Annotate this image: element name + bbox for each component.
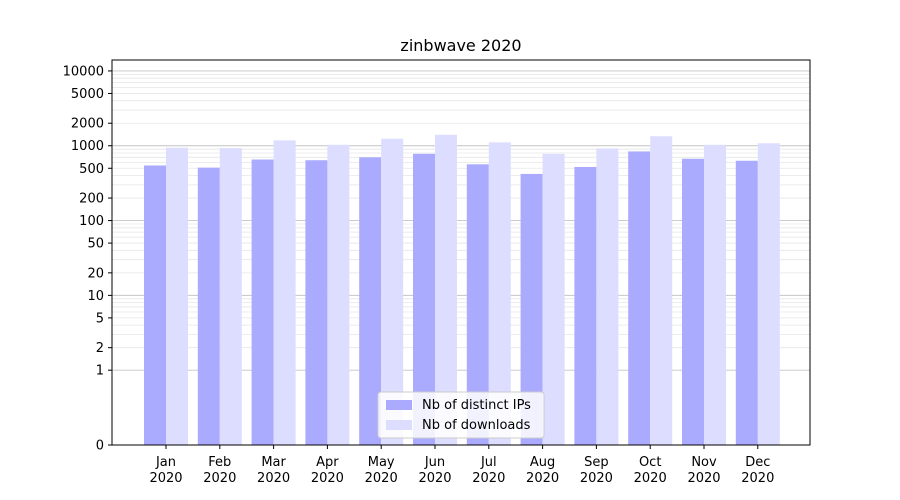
x-tick-month: Feb: [208, 455, 231, 470]
legend-label-downloads: Nb of downloads: [422, 418, 531, 433]
bar-downloads: [273, 140, 296, 445]
x-tick-label: Dec 2020: [741, 455, 774, 486]
x-tick-year: 2020: [580, 471, 613, 486]
bar-distinct-ips: [682, 158, 704, 445]
y-tick-label: 1: [96, 364, 104, 379]
bar-downloads: [166, 147, 188, 445]
x-tick-year: 2020: [634, 471, 667, 486]
y-tick-label: 5000: [71, 87, 104, 102]
bar-distinct-ips: [574, 166, 597, 445]
bar-downloads: [596, 148, 619, 445]
y-tick-label: 10: [87, 289, 104, 304]
bar-distinct-ips: [305, 160, 328, 445]
chart-title: zinbwave 2020: [400, 36, 521, 55]
x-tick-month: Dec: [745, 455, 770, 470]
bar-downloads: [650, 136, 673, 445]
bar-distinct-ips: [520, 173, 543, 445]
bar-distinct-ips: [359, 157, 382, 445]
x-tick-label: Oct 2020: [634, 455, 667, 486]
bar-downloads: [435, 134, 457, 445]
bars-layer: [144, 134, 780, 446]
x-tick-year: 2020: [472, 471, 505, 486]
bar-distinct-ips: [413, 153, 435, 445]
y-tick-label: 10000: [63, 64, 104, 79]
bar-downloads: [488, 142, 511, 446]
x-tick-year: 2020: [687, 471, 720, 486]
x-tick-year: 2020: [257, 471, 290, 486]
x-tick-year: 2020: [203, 471, 236, 486]
bar-downloads: [542, 153, 565, 445]
x-tick-month: Jun: [424, 455, 445, 470]
plot-frame: [111, 59, 811, 446]
bar-downloads: [327, 144, 350, 445]
x-tick-month: Apr: [316, 455, 339, 470]
x-tick-label: Apr 2020: [311, 455, 344, 486]
bar-distinct-ips: [735, 160, 758, 445]
x-tick-label: Nov 2020: [687, 455, 720, 486]
x-tick-month: Oct: [639, 455, 661, 470]
x-tick-year: 2020: [526, 471, 559, 486]
x-tick-year: 2020: [311, 471, 344, 486]
x-tick-month: Nov: [691, 455, 717, 470]
y-tick-label: 5: [96, 311, 104, 326]
y-tick-label: 20: [87, 266, 104, 281]
x-tick-month: Sep: [584, 455, 609, 470]
bar-downloads: [757, 143, 780, 445]
bar-distinct-ips: [466, 164, 489, 445]
x-tick-label: May 2020: [365, 455, 398, 486]
bar-distinct-ips: [144, 165, 166, 446]
x-tick-month: May: [368, 455, 395, 470]
y-tick-label: 100: [79, 214, 104, 229]
legend-swatch-downloads: [386, 420, 412, 430]
x-tick-month: Jul: [480, 455, 497, 470]
x-tick-label: Mar 2020: [257, 455, 290, 486]
legend: Nb of distinct IPs Nb of downloads: [377, 391, 545, 439]
x-tick-month: Mar: [261, 455, 286, 470]
x-tick-label: Jul 2020: [472, 455, 505, 486]
y-tick-label: 1000: [71, 139, 104, 154]
y-tick-label: 50: [87, 237, 104, 252]
x-tick-month: Jan: [155, 455, 176, 470]
x-tick-label: Aug 2020: [526, 455, 559, 486]
x-tick-month: Aug: [530, 455, 555, 470]
y-tick-label: 0: [96, 439, 104, 454]
x-tick-year: 2020: [418, 471, 451, 486]
x-tick-year: 2020: [365, 471, 398, 486]
bar-downloads: [704, 144, 726, 445]
bar-distinct-ips: [197, 167, 220, 445]
legend-label-distinct-ips: Nb of distinct IPs: [422, 398, 531, 413]
legend-swatch-distinct-ips: [386, 400, 412, 410]
y-tick-label: 500: [79, 162, 104, 177]
y-tick-label: 2: [96, 341, 104, 356]
x-tick-year: 2020: [149, 471, 182, 486]
bar-distinct-ips: [251, 159, 274, 445]
y-tick-label: 2000: [71, 117, 104, 132]
x-tick-label: Jan 2020: [149, 455, 182, 486]
bar-downloads: [381, 138, 404, 445]
x-tick-label: Feb 2020: [203, 455, 236, 486]
bar-distinct-ips: [628, 151, 651, 445]
y-tick-label: 200: [79, 192, 104, 207]
x-tick-label: Jun 2020: [418, 455, 451, 486]
legend-box: [377, 391, 545, 439]
bar-downloads: [219, 148, 242, 445]
x-tick-year: 2020: [741, 471, 774, 486]
x-tick-label: Sep 2020: [580, 455, 613, 486]
